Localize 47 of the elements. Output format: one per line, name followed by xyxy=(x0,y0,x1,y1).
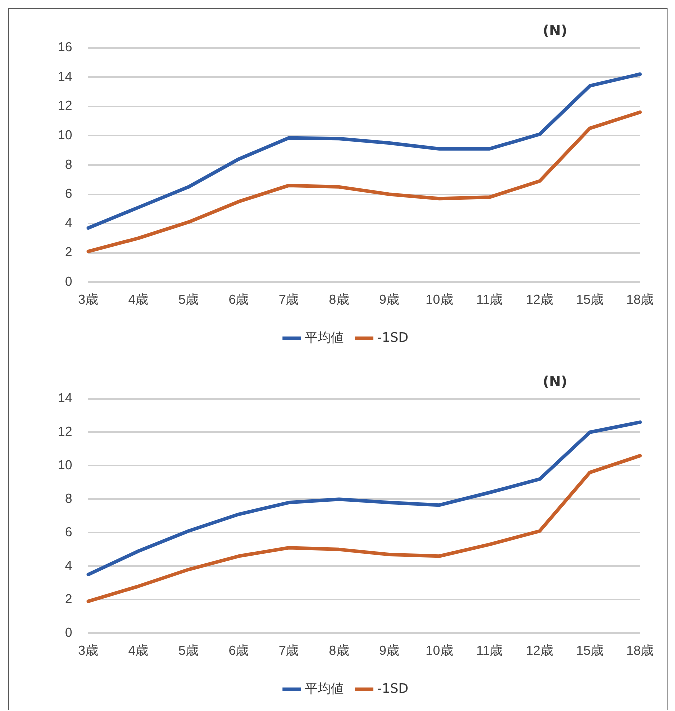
y-tick-label: 14 xyxy=(58,390,72,406)
x-tick-label: 5歳 xyxy=(178,642,199,658)
x-tick-label: 11歳 xyxy=(476,642,504,658)
y-tick-label: 0 xyxy=(65,624,72,640)
y-axis-title: (N) xyxy=(543,24,568,40)
y-tick-label: 14 xyxy=(58,68,72,84)
y-tick-label: 6 xyxy=(65,186,72,202)
x-tick-label: 12歳 xyxy=(526,292,554,307)
x-tick-label: 4歳 xyxy=(128,642,149,658)
x-tick-label: 18歳 xyxy=(626,292,654,307)
x-tick-label: 18歳 xyxy=(626,642,654,658)
x-tick-label: 15歳 xyxy=(576,642,604,658)
y-tick-label: 10 xyxy=(58,127,72,142)
x-tick-label: 15歳 xyxy=(576,292,604,307)
x-tick-label: 5歳 xyxy=(178,292,199,307)
x-tick-label: 9歳 xyxy=(379,292,400,307)
x-tick-label: 6歳 xyxy=(228,292,250,307)
x-tick-label: 3歳 xyxy=(78,292,99,307)
x-tick-label: 9歳 xyxy=(379,642,400,658)
x-tick-label: 10歳 xyxy=(426,292,454,307)
x-tick-label: 3歳 xyxy=(78,642,99,658)
x-tick-label: 8歳 xyxy=(329,292,350,307)
y-tick-label: 0 xyxy=(65,274,72,289)
y-tick-label: 12 xyxy=(58,98,72,114)
legend-label: -1SD xyxy=(377,330,409,346)
x-tick-label: 10歳 xyxy=(426,642,454,658)
y-tick-label: 8 xyxy=(65,156,72,172)
legend-label: 平均値 xyxy=(304,330,344,346)
y-tick-label: 2 xyxy=(65,591,72,606)
x-tick-label: 6歳 xyxy=(228,642,250,658)
x-tick-label: 11歳 xyxy=(476,292,504,307)
y-tick-label: 8 xyxy=(65,491,72,506)
y-tick-label: 10 xyxy=(58,458,72,473)
y-tick-label: 4 xyxy=(65,558,72,574)
y-tick-label: 6 xyxy=(65,524,72,540)
y-axis-title: (N) xyxy=(543,374,568,391)
legend-label: 平均値 xyxy=(304,682,344,697)
y-tick-label: 2 xyxy=(65,244,72,260)
x-tick-label: 7歳 xyxy=(279,642,300,658)
x-tick-label: 4歳 xyxy=(128,292,149,307)
x-tick-label: 7歳 xyxy=(279,292,300,307)
x-tick-label: 12歳 xyxy=(526,642,554,658)
y-tick-label: 4 xyxy=(65,215,72,230)
x-tick-label: 8歳 xyxy=(329,642,350,658)
y-tick-label: 12 xyxy=(58,424,72,440)
y-tick-label: 16 xyxy=(58,40,72,55)
legend-label: -1SD xyxy=(377,682,409,697)
